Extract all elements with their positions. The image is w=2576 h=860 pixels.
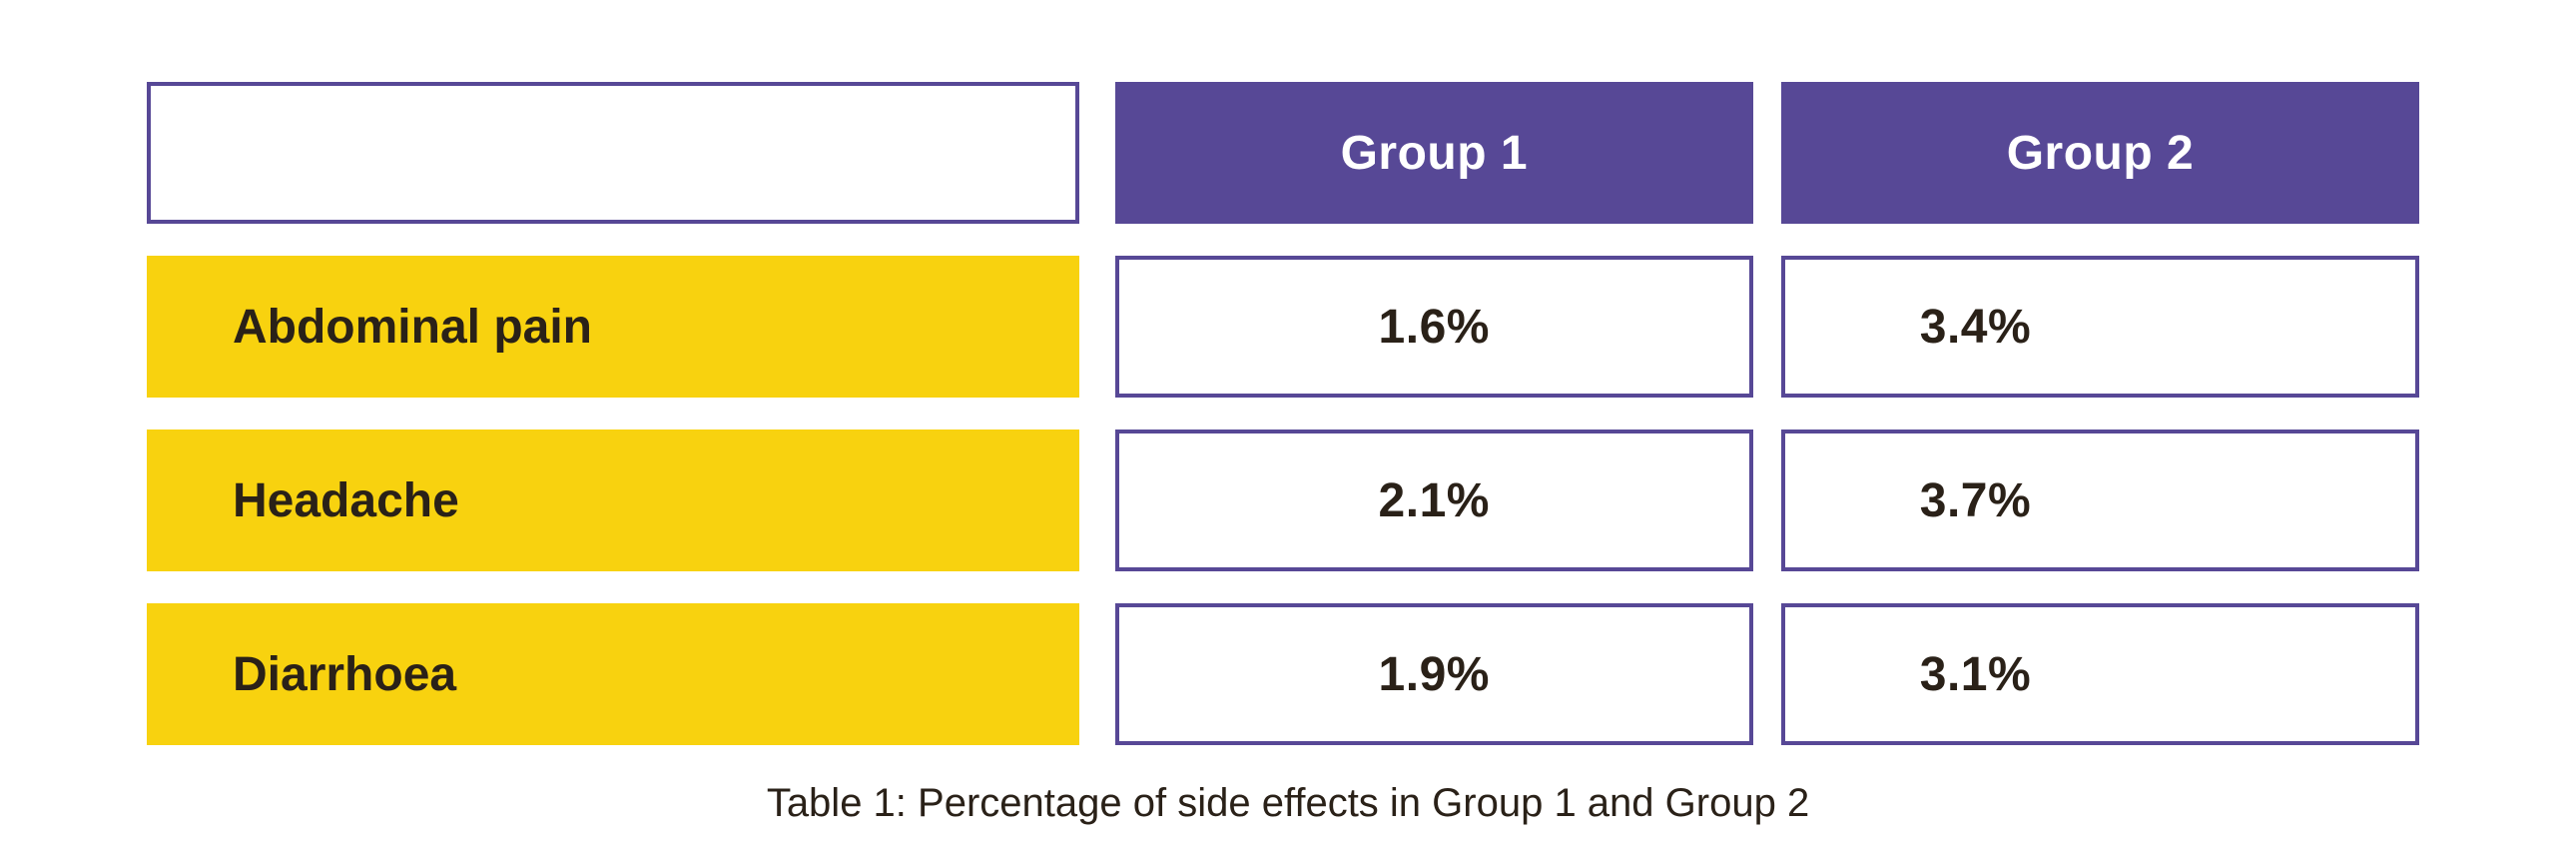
cell-headache-group-1: 2.1% — [1114, 430, 1753, 571]
header-corner-cell — [147, 82, 1079, 224]
row-label-abdominal-pain: Abdominal pain — [147, 256, 1079, 398]
row-label-diarrhoea: Diarrhoea — [147, 603, 1079, 745]
cell-headache-group-2: 3.7% — [1780, 430, 2420, 571]
header-group-2: Group 2 — [1780, 82, 2419, 224]
table-caption: Table 1: Percentage of side effects in G… — [766, 781, 1810, 825]
cell-abdominal-pain-group-1: 1.6% — [1114, 256, 1753, 398]
side-effects-table: Group 1 Group 2 Abdominal pain 1.6% 3.4%… — [147, 82, 2420, 745]
cell-diarrhoea-group-1: 1.9% — [1114, 603, 1753, 745]
cell-abdominal-pain-group-2: 3.4% — [1780, 256, 2420, 398]
header-row: Group 1 Group 2 — [147, 82, 2419, 224]
header-group-1: Group 1 — [1114, 82, 1753, 224]
table-row: Abdominal pain 1.6% 3.4% — [147, 256, 2420, 398]
table-row: Headache 2.1% 3.7% — [147, 430, 2420, 571]
row-label-headache: Headache — [147, 430, 1079, 571]
cell-diarrhoea-group-2: 3.1% — [1780, 603, 2420, 745]
table-row: Diarrhoea 1.9% 3.1% — [147, 603, 2420, 745]
